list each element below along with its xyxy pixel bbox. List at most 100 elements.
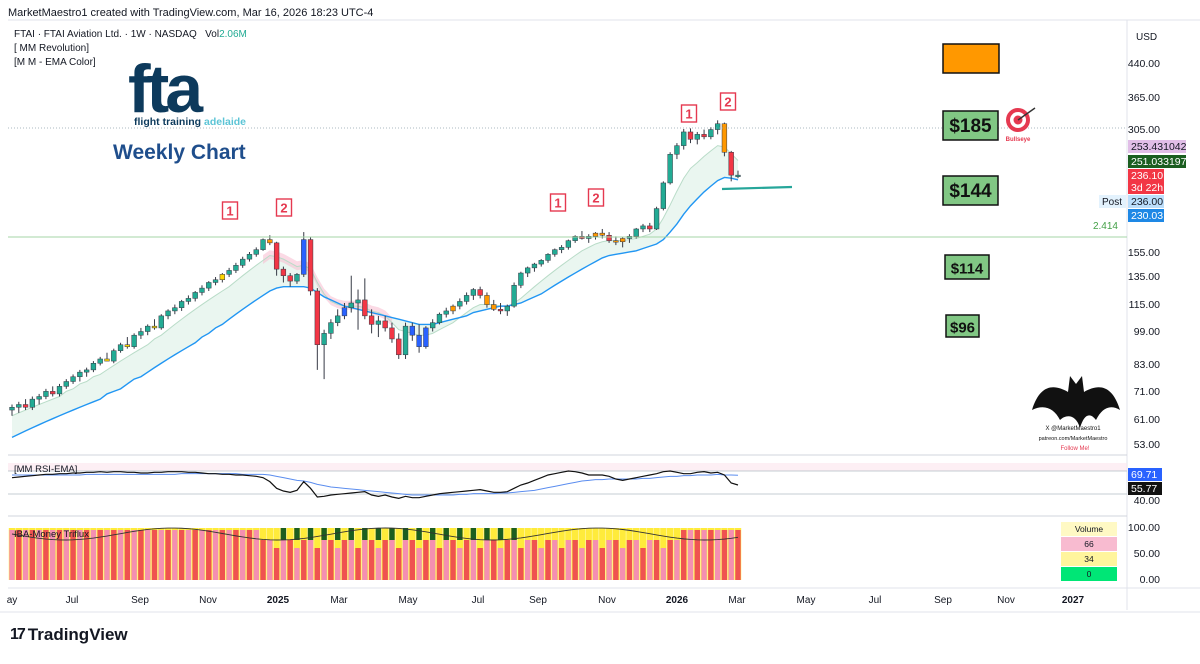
candle-body	[341, 307, 348, 317]
flux-bar-fill	[348, 540, 354, 580]
wave-marker-box	[549, 193, 567, 212]
candle-body	[301, 239, 307, 275]
flux-bar-green	[307, 528, 314, 540]
candle	[355, 289, 361, 330]
flux-bar-green	[375, 528, 382, 540]
ribbon-fill	[12, 145, 738, 438]
rsi-panel-title[interactable]: [MM RSI-EMA]	[14, 464, 78, 475]
candle-body	[396, 338, 402, 356]
candle-body	[443, 310, 449, 315]
candle	[36, 393, 42, 405]
flux-bar-fill	[389, 540, 395, 580]
wave-marker: 1	[680, 104, 698, 123]
tv-logo-text: TradingView	[27, 625, 128, 644]
candle	[531, 262, 538, 272]
candle-body	[525, 267, 531, 274]
candle	[423, 326, 429, 349]
indicator-ema-color[interactable]: [M M - EMA Color]	[14, 57, 96, 68]
time-tick-label: Mar	[330, 595, 348, 606]
candle-body	[131, 334, 137, 347]
price-badge-value: 253.431042	[1131, 141, 1187, 153]
wave-marker: 1	[549, 193, 567, 212]
candle	[50, 386, 56, 397]
candle	[335, 309, 341, 327]
flux-bar	[266, 528, 274, 580]
candle	[504, 304, 510, 316]
time-tick-label: May	[797, 595, 816, 606]
time-tick-label: 2027	[1062, 595, 1085, 606]
flux-bar-fill	[287, 540, 293, 580]
flux-bar-fill	[423, 540, 429, 580]
flux-bar-fill	[97, 530, 103, 580]
candle	[212, 277, 219, 286]
flux-bar-fill	[185, 530, 192, 580]
symbol-line: FTAI · FTAI Aviation Ltd. · 1W · NASDAQ	[14, 29, 197, 40]
candle	[219, 273, 225, 283]
candle-body	[450, 305, 456, 312]
flux-bar-fill	[301, 540, 307, 580]
flux-legend-bg	[1061, 537, 1117, 551]
flux-bar	[158, 528, 165, 580]
target-box: $114	[944, 254, 990, 280]
candle	[138, 327, 144, 339]
flux-bar-fill	[362, 540, 368, 580]
candle-body	[409, 325, 415, 336]
candle	[687, 128, 694, 144]
flux-bar	[660, 528, 667, 580]
flux-bar	[205, 528, 212, 580]
indicator-revolution[interactable]: [ MM Revolution]	[14, 43, 90, 54]
flux-bar	[76, 528, 84, 580]
flux-bar-fill	[497, 548, 504, 580]
flux-bar-fill	[151, 530, 158, 580]
time-tick-label: Nov	[199, 595, 217, 606]
flux-bar	[320, 528, 328, 580]
tradingview-logo[interactable]: 17 TradingView	[10, 625, 128, 645]
candle	[389, 322, 395, 343]
flux-bar	[531, 528, 538, 580]
candle-body	[402, 325, 409, 356]
flux-bar	[517, 528, 525, 580]
flux-bar-fill	[233, 530, 239, 580]
flux-bar-fill	[592, 540, 599, 580]
candle	[463, 292, 470, 305]
flux-bar	[714, 528, 721, 580]
candle-body	[457, 301, 463, 307]
candlestick-series	[9, 120, 741, 416]
candle	[681, 128, 687, 150]
symbol-legend[interactable]: FTAI · FTAI Aviation Ltd. · 1W · NASDAQ …	[14, 29, 247, 40]
flux-bar	[680, 528, 687, 580]
flux-bar-fill	[77, 530, 83, 580]
candle-body	[708, 129, 714, 138]
flux-bar-green	[470, 528, 477, 540]
candle-body	[606, 235, 612, 241]
flux-bar-fill	[294, 548, 300, 580]
flux-legend-item: 66	[1061, 537, 1117, 551]
price-tick-label: 305.00	[1128, 124, 1160, 136]
flux-bar	[212, 528, 219, 580]
flux-bar	[673, 528, 681, 580]
flux-bar	[90, 528, 97, 580]
candle	[409, 322, 415, 341]
candle-body	[246, 254, 253, 260]
candle-body	[728, 151, 734, 176]
flux-bar-fill	[416, 548, 422, 580]
candle-body	[212, 279, 219, 283]
candle-body	[620, 238, 626, 243]
price-badge-value: 3d 22h	[1131, 182, 1163, 194]
candle-body	[430, 322, 436, 329]
flux-bar-fill	[728, 530, 734, 580]
rsi-ema-badge: 69.71	[1128, 468, 1162, 481]
flux-bar	[551, 528, 558, 580]
flux-bar	[15, 528, 22, 580]
candle	[104, 352, 110, 362]
flux-panel-title[interactable]: IBA-Money Triflux	[14, 529, 89, 540]
candle	[192, 290, 198, 302]
candle-body	[138, 331, 144, 336]
flux-bar	[490, 528, 497, 580]
candle	[294, 273, 300, 284]
candle	[592, 232, 599, 240]
flux-bar	[151, 528, 158, 580]
